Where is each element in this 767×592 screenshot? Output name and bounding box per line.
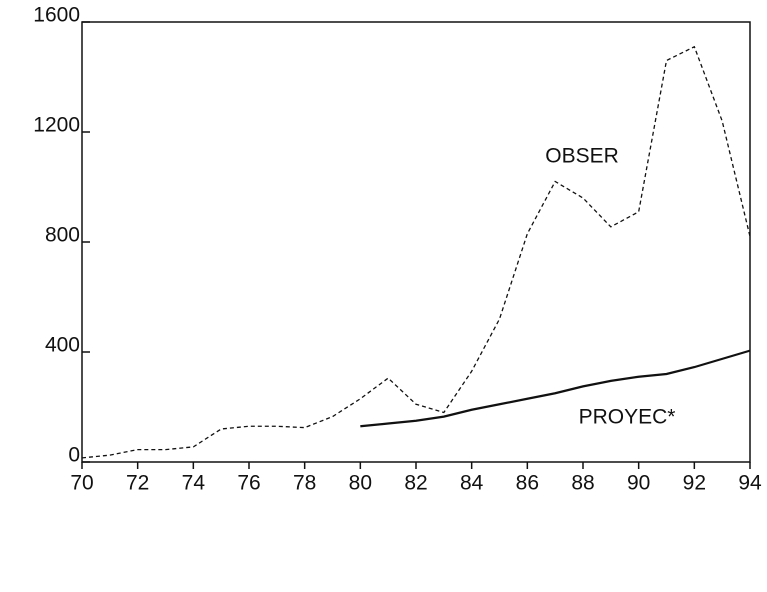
x-tick-label: 70 xyxy=(70,472,93,495)
x-tick-label: 76 xyxy=(237,472,260,495)
y-tick-label: 0 xyxy=(68,444,80,467)
y-tick-label: 1200 xyxy=(33,114,80,137)
x-tick-label: 92 xyxy=(683,472,706,495)
x-tick-label: 88 xyxy=(571,472,594,495)
x-tick-label: 74 xyxy=(182,472,206,495)
x-tick-label: 82 xyxy=(404,472,427,495)
y-tick-label: 400 xyxy=(45,334,80,357)
x-tick-label: 94 xyxy=(738,472,762,495)
series-label: OBSER xyxy=(545,145,619,168)
x-tick-label: 86 xyxy=(516,472,539,495)
x-tick-label: 84 xyxy=(460,472,484,495)
y-tick-label: 800 xyxy=(45,224,80,247)
x-tick-label: 90 xyxy=(627,472,650,495)
series-line xyxy=(360,349,751,428)
series-line xyxy=(81,45,751,459)
series-label: PROYEC* xyxy=(579,406,676,429)
x-tick-label: 78 xyxy=(293,472,316,495)
plot-frame xyxy=(81,21,751,463)
x-tick-label: 72 xyxy=(126,472,149,495)
y-tick-label: 1600 xyxy=(33,4,80,27)
x-tick-label: 80 xyxy=(349,472,372,495)
